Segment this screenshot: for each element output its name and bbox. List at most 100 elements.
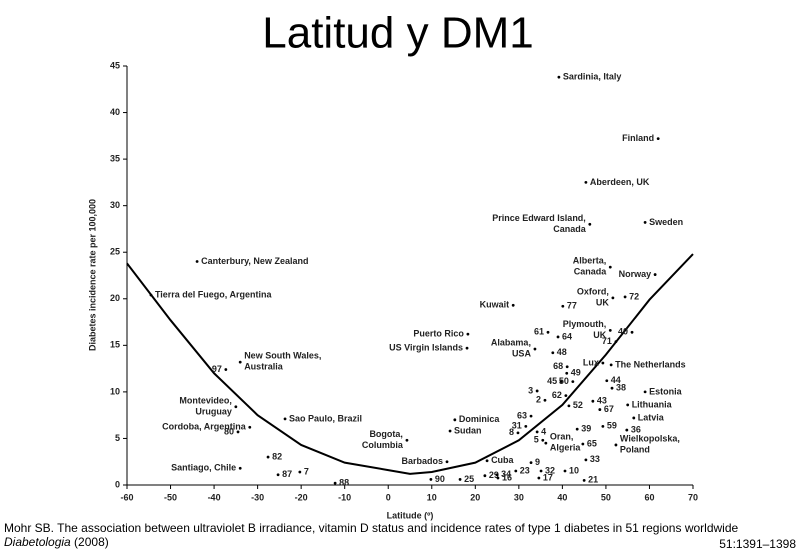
point-label: 97	[212, 364, 222, 374]
point-label: Canterbury, New Zealand	[201, 256, 308, 266]
data-point	[582, 478, 586, 482]
point-label: Sardinia, Italy	[563, 72, 622, 82]
x-tick-label: 60	[644, 492, 654, 502]
point-label: Cuba	[491, 455, 514, 465]
point-label-line: Canada	[574, 267, 608, 277]
data-point	[429, 478, 433, 481]
point-label: 52	[573, 400, 583, 410]
caption-pages: 51:1391–1398	[719, 537, 796, 551]
data-point	[465, 346, 469, 350]
point-label: 62	[552, 390, 562, 400]
data-point	[601, 361, 605, 365]
point-label: 90	[435, 474, 445, 484]
data-point	[557, 75, 561, 79]
x-tick-label: -40	[208, 492, 221, 502]
data-point	[614, 443, 618, 447]
data-point	[234, 405, 238, 409]
point-label: Plymouth, UK	[563, 319, 607, 340]
data-point	[609, 363, 613, 367]
data-point	[485, 459, 489, 463]
point-label: 23	[520, 465, 530, 475]
data-point	[584, 458, 588, 462]
point-label: Sudan	[454, 425, 482, 435]
point-label: 31	[512, 421, 522, 431]
data-point	[276, 473, 280, 477]
point-label: 10	[569, 465, 579, 475]
point-label: 40	[618, 327, 628, 337]
point-label: 4	[541, 426, 546, 436]
data-point	[556, 335, 560, 339]
data-point	[565, 365, 569, 369]
data-point	[563, 469, 567, 473]
data-point	[551, 351, 555, 355]
y-tick-label: 35	[110, 153, 120, 163]
point-label: Dominica	[459, 414, 501, 424]
point-label: Oran, Algeria	[550, 432, 582, 453]
x-tick-label: 20	[470, 492, 480, 502]
point-label: 45	[547, 376, 557, 386]
point-label: 32	[545, 465, 555, 475]
point-label-line: Prince Edward Island,	[492, 213, 586, 223]
point-label: Puerto Rico	[413, 329, 464, 339]
point-label: Norway	[619, 269, 652, 279]
point-label-line: Oxford,	[577, 287, 609, 297]
point-label: US Virgin Islands	[389, 343, 463, 353]
point-label: 65	[587, 438, 597, 448]
point-label: New South Wales, Australia	[244, 351, 321, 372]
point-label: Finland	[622, 133, 654, 143]
point-label: 50	[559, 376, 569, 386]
point-label: 38	[616, 383, 626, 393]
x-tick-label: 50	[601, 492, 611, 502]
data-point	[195, 260, 199, 263]
caption-text: Mohr SB. The association between ultravi…	[4, 521, 739, 535]
point-label: 68	[553, 361, 563, 371]
point-label: 80	[224, 426, 234, 436]
point-label: 39	[581, 424, 591, 434]
point-label: Lux	[583, 357, 599, 367]
point-label: Aberdeen, UK	[590, 177, 650, 187]
point-label: Sao Paulo, Brazil	[289, 413, 362, 423]
data-point	[584, 180, 588, 184]
point-label: 88	[339, 478, 349, 488]
point-label: Alberta, Canada	[573, 256, 608, 277]
x-tick-label: 70	[688, 492, 698, 502]
data-point	[632, 416, 636, 420]
data-point	[529, 461, 533, 465]
point-label: The Netherlands	[615, 359, 686, 369]
point-label: 63	[517, 410, 527, 420]
y-tick-label: 10	[110, 386, 120, 396]
point-label: Santiago, Chile	[171, 463, 236, 473]
point-label-line: Alberta,	[573, 256, 607, 266]
y-tick-label: 20	[110, 293, 120, 303]
data-point	[224, 368, 228, 371]
data-point	[567, 404, 571, 408]
point-label-line: Columbia	[362, 440, 404, 450]
data-point	[541, 438, 545, 442]
data-point	[149, 293, 153, 297]
point-label: 33	[590, 454, 600, 464]
point-label: Lithuania	[632, 399, 673, 409]
data-point	[236, 430, 240, 434]
data-point	[529, 414, 533, 418]
point-label-line: Oran,	[550, 432, 574, 442]
data-point	[448, 429, 452, 433]
point-label: 44	[611, 375, 621, 385]
data-point	[610, 386, 614, 390]
x-axis-label: Latitude (º)	[387, 510, 434, 520]
data-point	[614, 340, 618, 344]
data-point	[625, 428, 629, 432]
point-label: 72	[629, 291, 639, 301]
data-point	[514, 469, 518, 473]
point-label: 48	[557, 347, 567, 357]
data-point	[283, 417, 287, 421]
data-point	[630, 330, 634, 334]
point-label: 64	[562, 331, 572, 341]
data-point	[571, 380, 575, 384]
data-point	[591, 399, 595, 403]
data-point	[656, 137, 660, 141]
point-label: 21	[588, 475, 598, 485]
point-label: Prince Edward Island, Canada	[492, 213, 587, 234]
data-point	[537, 476, 541, 480]
point-label: Estonia	[649, 386, 683, 396]
